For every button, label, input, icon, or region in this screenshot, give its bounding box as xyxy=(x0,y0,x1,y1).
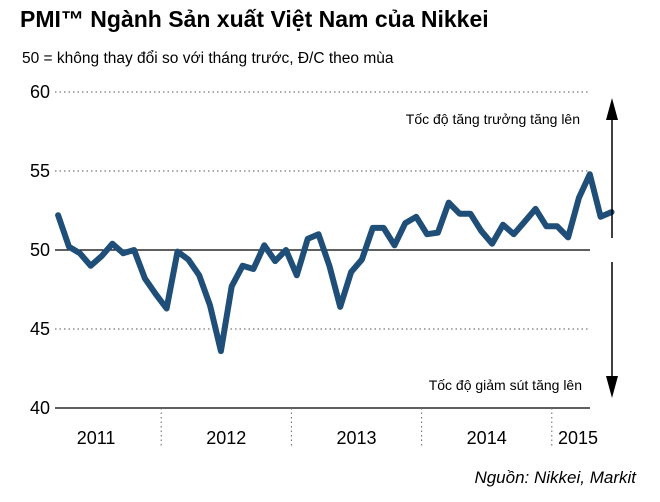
y-tick-label: 60 xyxy=(30,82,50,102)
x-axis: 2011 2012 2013 2014 2015 xyxy=(55,407,598,448)
y-tick-label: 55 xyxy=(30,161,50,181)
down-arrow-icon xyxy=(606,376,618,398)
y-tick-label: 40 xyxy=(30,398,50,418)
source-note: Nguồn: Nikkei, Markit xyxy=(474,468,636,487)
y-axis-ticks: 60 55 50 45 40 xyxy=(30,82,50,418)
chart-title: PMI™ Ngành Sản xuất Việt Nam của Nikkei xyxy=(20,6,489,32)
x-tick-label: 2013 xyxy=(336,428,376,448)
x-tick-label: 2012 xyxy=(206,428,246,448)
x-tick-label: 2014 xyxy=(467,428,507,448)
grid-lines xyxy=(55,91,590,330)
series-layer xyxy=(55,171,615,355)
chart-subtitle: 50 = không thay đổi so với tháng trước, … xyxy=(22,50,394,67)
x-tick-label: 2015 xyxy=(558,428,598,448)
x-tick-label: 2011 xyxy=(77,428,116,448)
y-tick-label: 45 xyxy=(30,319,50,339)
direction-arrows xyxy=(606,98,618,398)
up-arrow-icon xyxy=(606,98,618,120)
y-tick-label: 50 xyxy=(30,240,50,260)
series-line xyxy=(55,171,615,355)
annotation-down: Tốc độ giảm sút tăng lên xyxy=(429,377,582,393)
annotation-up: Tốc độ tăng trưởng tăng lên xyxy=(406,111,580,127)
